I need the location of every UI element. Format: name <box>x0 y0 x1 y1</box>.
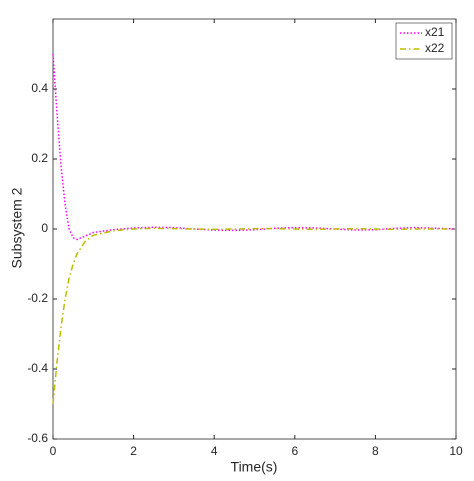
y-tick-label: 0.2 <box>31 151 48 165</box>
y-axis-label: Subsystem 2 <box>9 187 25 268</box>
x-tick-label: 0 <box>50 444 57 458</box>
line-series <box>52 53 457 241</box>
legend-label: x21 <box>425 25 445 39</box>
y-tick-label: 0.4 <box>31 81 48 95</box>
x-tick-label: 6 <box>291 444 298 458</box>
x-tick-label: 4 <box>211 444 218 458</box>
y-tick-label: -0.2 <box>27 291 48 305</box>
y-tick-label: -0.6 <box>27 431 48 445</box>
x-axis-label: Time(s) <box>231 459 278 475</box>
x-tick-label: 8 <box>372 444 379 458</box>
y-tick-label: 0 <box>41 221 48 235</box>
x-tick-label: 2 <box>130 444 137 458</box>
line-series <box>52 227 456 405</box>
x-tick-label: 10 <box>449 444 463 458</box>
legend-label: x22 <box>425 41 445 55</box>
legend-box <box>395 22 453 60</box>
y-tick-label: -0.4 <box>27 361 48 375</box>
